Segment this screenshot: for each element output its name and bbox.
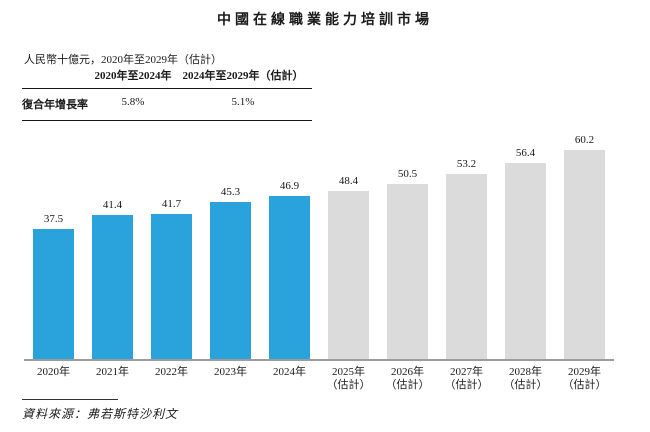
bar-estimate xyxy=(505,163,546,359)
x-axis-label: 2028年 （估計） xyxy=(503,366,548,391)
x-axis-label: 2026年 （估計） xyxy=(385,366,430,391)
bar-column: 41.7 xyxy=(142,198,201,359)
x-axis-label: 2023年 xyxy=(214,366,247,378)
bar-value-label: 46.9 xyxy=(279,180,300,192)
bar-value-label: 45.3 xyxy=(220,186,241,198)
bar-value-label: 53.2 xyxy=(456,158,477,170)
bar-column: 46.9 xyxy=(260,180,319,359)
bar-actual xyxy=(210,202,251,359)
bar-estimate xyxy=(564,150,605,359)
x-axis-label: 2024年 xyxy=(273,366,306,378)
x-axis-label: 2027年 （估計） xyxy=(444,366,489,391)
bar-actual xyxy=(92,215,133,359)
bar-value-label: 41.7 xyxy=(161,198,182,210)
bar-value-label: 48.4 xyxy=(338,175,359,187)
bar-estimate xyxy=(446,174,487,359)
source-divider-line xyxy=(22,399,118,400)
bar-column: 45.3 xyxy=(201,186,260,359)
bar-value-label: 41.4 xyxy=(102,199,123,211)
source-note: 資料來源：弗若斯特沙利文 xyxy=(22,407,179,421)
bar-column: 50.5 xyxy=(378,168,437,359)
x-axis-line xyxy=(24,359,614,361)
bar-value-label: 60.2 xyxy=(574,134,595,146)
cagr-value-2024-2029: 5.1% xyxy=(231,96,255,108)
chart-unit-subtitle: 人民幣十億元，2020年至2029年（估計） xyxy=(24,54,222,66)
bar-column: 48.4 xyxy=(319,175,378,359)
x-axis-labels: 2020年 2021年 2022年 2023年 2024年 2025年 （估計） 2026年（… xyxy=(24,366,614,392)
x-axis-label: 2020年 xyxy=(37,366,70,378)
cagr-table: 2020年至2024年 2024年至2029年（估計） 復合年增長率 5.8% … xyxy=(22,67,312,121)
chart-title: 中國在線職業能力培訓市場 xyxy=(217,13,433,28)
bar-value-label: 37.5 xyxy=(43,213,64,225)
bar-estimate xyxy=(328,191,369,359)
cagr-row-label: 復合年增長率 xyxy=(22,99,88,111)
bar-column: 53.2 xyxy=(437,158,496,359)
cagr-header-2024-2029: 2024年至2029年（估計） xyxy=(182,70,304,82)
cagr-value-2020-2024: 5.8% xyxy=(121,96,145,108)
bar-column: 37.5 xyxy=(24,213,83,359)
x-axis-label: 2025年 （估計） xyxy=(326,366,371,391)
x-axis-label: 2029年 （估計） xyxy=(562,366,607,391)
bar-actual xyxy=(33,229,74,359)
bar-value-label: 50.5 xyxy=(397,168,418,180)
cagr-table-data-row: 復合年增長率 5.8% 5.1% xyxy=(22,89,312,121)
bar-actual xyxy=(269,196,310,359)
bar-column: 56.4 xyxy=(496,147,555,359)
bar-value-label: 56.4 xyxy=(515,147,536,159)
bar-chart: 37.5 41.4 41.7 45.3 46.9 48.4 50.5 53.2 56.4 60.2 xyxy=(24,129,614,359)
bar-column: 41.4 xyxy=(83,199,142,359)
x-axis-label: 2022年 xyxy=(155,366,188,378)
cagr-table-header-row: 2020年至2024年 2024年至2029年（估計） xyxy=(22,67,312,89)
cagr-header-2020-2024: 2020年至2024年 xyxy=(94,70,172,82)
bar-actual xyxy=(151,214,192,359)
bar-estimate xyxy=(387,184,428,359)
bar-column: 60.2 xyxy=(555,134,614,359)
x-axis-label: 2021年 xyxy=(96,366,129,378)
